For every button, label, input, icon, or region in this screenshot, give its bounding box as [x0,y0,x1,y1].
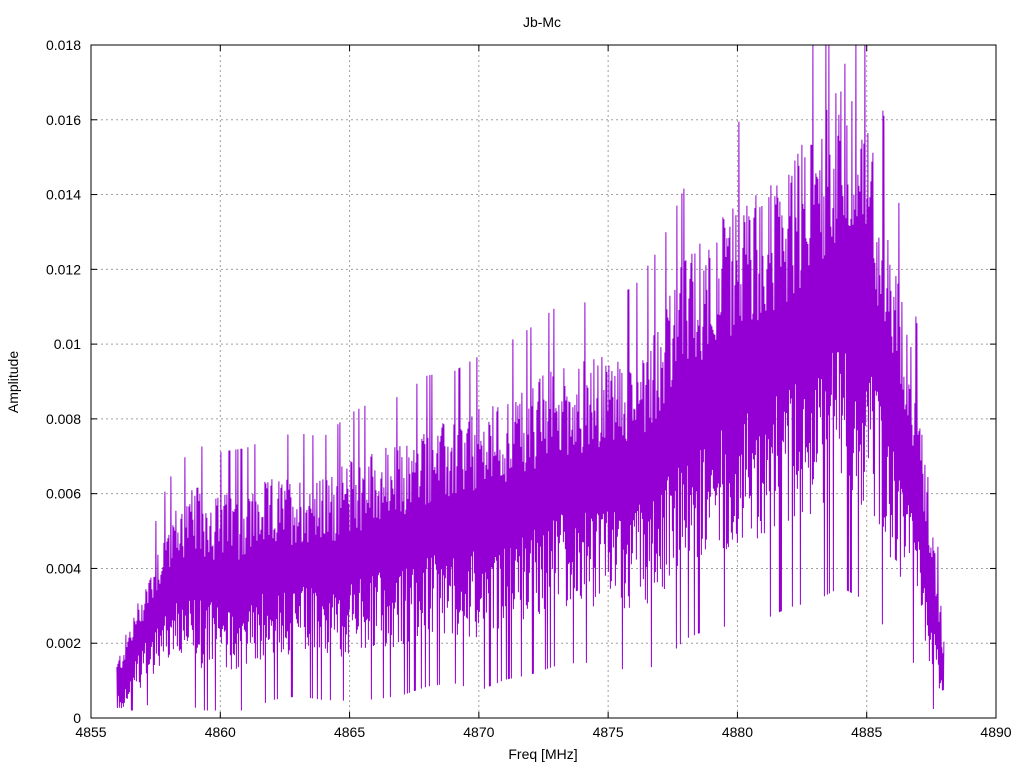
x-tick-label: 4860 [205,724,236,740]
x-tick-label: 4880 [722,724,753,740]
x-tick-label: 4875 [593,724,624,740]
y-tick-label: 0.012 [46,261,81,277]
plot-frame [90,44,997,719]
y-tick-label: 0.008 [46,411,81,427]
x-axis-label: Freq [MHz] [508,746,577,762]
y-tick-label: 0.016 [46,112,81,128]
x-tick-label: 4870 [463,724,494,740]
amplitude-series-line [116,44,945,711]
y-tick-label: 0.01 [54,336,81,352]
axes: 4855 4860 4865 4870 4875 4880 4885 4890 0 0.002 0.… [46,37,1012,740]
x-tick-label: 4885 [851,724,882,740]
y-tick-label: 0.004 [46,560,81,576]
x-tick-label: 4855 [75,724,106,740]
y-tick-label: 0.018 [46,37,81,53]
y-tick-label: 0.002 [46,635,81,651]
y-tick-label: 0 [73,710,81,726]
x-tick-label: 4890 [980,724,1011,740]
x-tick-label: 4865 [334,724,365,740]
y-axis-label: Amplitude [5,351,21,413]
y-tick-label: 0.014 [46,187,81,203]
plot-area [116,44,945,711]
y-tick-label: 0.006 [46,486,81,502]
chart-title: Jb-Mc [523,14,561,30]
